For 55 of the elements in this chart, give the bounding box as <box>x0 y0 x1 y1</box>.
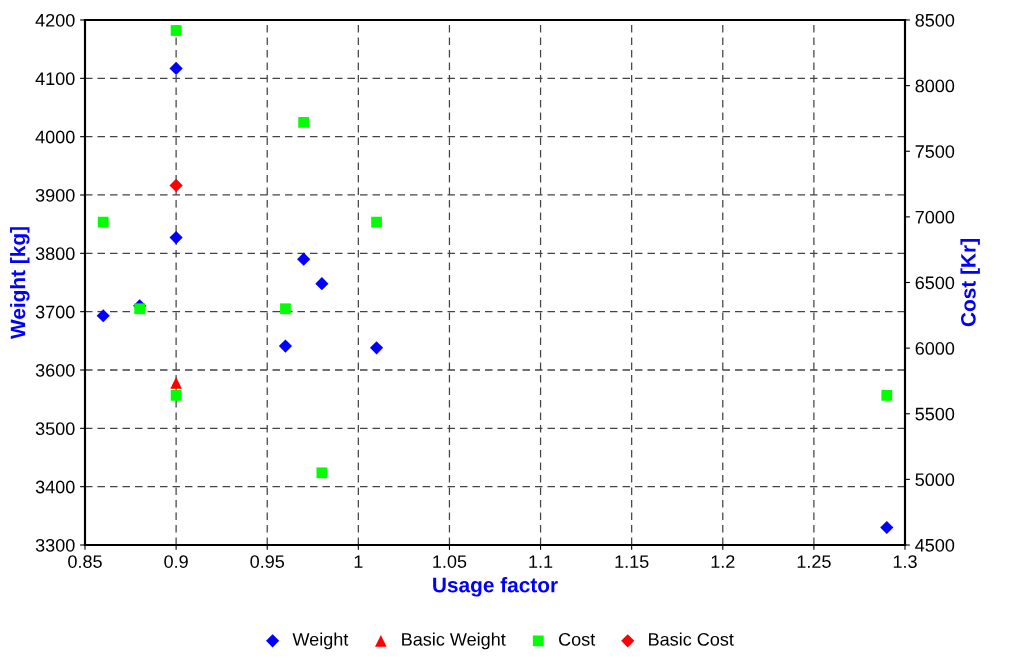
point <box>881 390 893 401</box>
y-tick-label: 3800 <box>35 247 75 261</box>
y2-tick-label: 6500 <box>915 276 955 290</box>
point <box>297 252 311 266</box>
point <box>170 25 182 36</box>
x-tick-label: 1.3 <box>893 555 917 568</box>
legend-label: Weight <box>292 632 349 650</box>
x-tick-label: 1 <box>354 555 363 568</box>
y-tick-label: 4200 <box>35 13 75 27</box>
point <box>169 231 183 245</box>
legend-label: Basic Weight <box>402 632 506 650</box>
y2-tick-label: 7500 <box>915 145 955 158</box>
point <box>169 61 183 75</box>
x-tick-label: 1.15 <box>615 555 649 568</box>
y-tick-label: 3700 <box>35 305 75 319</box>
point <box>134 303 146 315</box>
x-tick-label: 1.2 <box>711 555 735 568</box>
point <box>278 339 293 353</box>
y2-tick-label: 7000 <box>915 210 955 224</box>
y2-tick-label: 6000 <box>915 342 955 355</box>
point <box>880 520 894 535</box>
x-tick-label: 0.85 <box>68 555 102 568</box>
y-tick-label: 3600 <box>35 363 75 377</box>
x-tick-label: 1.05 <box>433 555 467 568</box>
point <box>316 467 328 479</box>
y-tick-label: 3300 <box>35 538 75 552</box>
x-tick-label: 0.9 <box>164 555 188 568</box>
y2-tick-label: 4500 <box>915 538 955 552</box>
y-tick-label: 3900 <box>35 188 75 202</box>
y2-tick-label: 8000 <box>915 79 955 93</box>
point <box>280 303 291 315</box>
point <box>369 341 384 355</box>
y2-tick-label: 5000 <box>915 473 955 487</box>
point <box>170 390 182 401</box>
point <box>298 117 310 128</box>
y2-axis-title: Cost [Kr] <box>960 239 980 327</box>
x-tick-label: 0.95 <box>250 555 285 568</box>
x-axis-title: Usage factor <box>433 577 558 597</box>
point <box>169 178 183 192</box>
y-tick-label: 3500 <box>35 422 75 436</box>
point <box>97 216 109 228</box>
x-tick-label: 1.1 <box>529 555 553 568</box>
y-axis-title: Weight [kg] <box>10 227 30 339</box>
y-tick-label: 3400 <box>35 480 75 494</box>
legend-label: Cost <box>559 632 596 646</box>
point <box>371 216 382 228</box>
y-tick-label: 4000 <box>35 130 75 144</box>
legend-label: Basic Cost <box>649 632 734 646</box>
x-tick-label: 1.25 <box>797 555 831 568</box>
y2-tick-label: 8500 <box>915 13 955 27</box>
point <box>96 309 110 323</box>
point <box>170 377 182 389</box>
y2-tick-label: 5500 <box>915 407 955 421</box>
point <box>315 277 329 291</box>
y-tick-label: 4100 <box>35 72 75 86</box>
